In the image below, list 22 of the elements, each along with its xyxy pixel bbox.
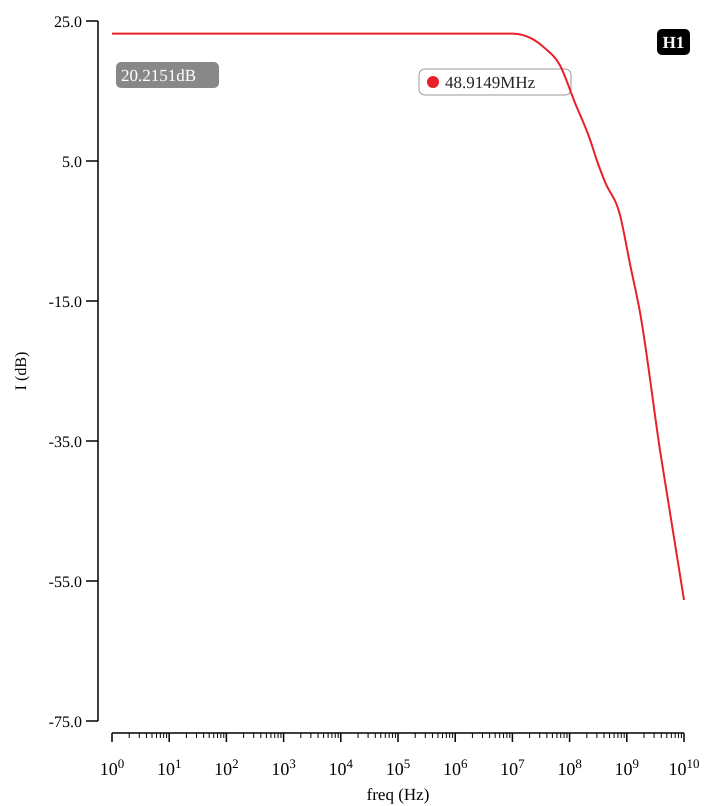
- x-tick-label: 10$^{5}$: [386, 756, 410, 779]
- x-tick-label: 10$^{8}$: [557, 756, 582, 779]
- y-tick-label: -15.0: [48, 294, 82, 311]
- y-tick-label: 5.0: [62, 154, 82, 171]
- x-tick-label: 10$^{3}$: [271, 756, 296, 779]
- x-tick-label: 10$^{0}$: [100, 756, 124, 779]
- y-axis-title: I (dB): [13, 352, 30, 390]
- annotation: 48.9149MHz: [445, 73, 536, 92]
- x-tick-label: 10$^{7}$: [500, 756, 526, 779]
- x-tick-label: 10$^{9}$: [614, 756, 640, 779]
- x-tick-label: 10$^{4}$: [328, 756, 354, 779]
- x-tick-label: 10$^{6}$: [442, 756, 468, 779]
- y-tick-label: -55.0: [48, 574, 82, 591]
- x-tick-label: 10$^{1}$: [156, 756, 182, 779]
- x-axis-title: freq (Hz): [366, 785, 430, 804]
- y-tick-label: -75.0: [48, 714, 82, 731]
- y-tick-label: 25.0: [54, 14, 82, 31]
- x-tick-label: 10$^{2}$: [214, 756, 239, 779]
- annotation: 20.2151dB: [121, 66, 196, 85]
- x-tick-label: 10$^{10}$: [668, 756, 700, 779]
- annotation: H1: [662, 33, 684, 52]
- y-tick-label: -35.0: [48, 434, 82, 451]
